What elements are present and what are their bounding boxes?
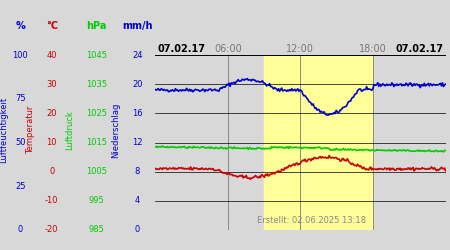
Text: 1035: 1035 bbox=[86, 80, 107, 89]
Text: 30: 30 bbox=[46, 80, 57, 89]
Text: Luftdruck: Luftdruck bbox=[65, 110, 74, 150]
Text: °C: °C bbox=[46, 21, 58, 31]
Text: 0: 0 bbox=[135, 226, 140, 234]
Text: 4: 4 bbox=[135, 196, 140, 205]
Text: 07.02.17: 07.02.17 bbox=[395, 44, 443, 54]
Text: 8: 8 bbox=[135, 167, 140, 176]
Text: 10: 10 bbox=[46, 138, 57, 147]
Text: 12: 12 bbox=[132, 138, 143, 147]
Text: 1005: 1005 bbox=[86, 167, 107, 176]
Text: -10: -10 bbox=[45, 196, 58, 205]
Text: 1015: 1015 bbox=[86, 138, 107, 147]
Text: 20: 20 bbox=[46, 109, 57, 118]
Text: 985: 985 bbox=[89, 226, 105, 234]
Text: hPa: hPa bbox=[86, 21, 107, 31]
Text: Luftfeuchtigkeit: Luftfeuchtigkeit bbox=[0, 97, 8, 163]
Bar bbox=[264, 55, 373, 230]
Text: -20: -20 bbox=[45, 226, 58, 234]
Text: mm/h: mm/h bbox=[122, 21, 153, 31]
Text: Erstellt: 02.06.2025 13:18: Erstellt: 02.06.2025 13:18 bbox=[257, 216, 366, 225]
Text: Temperatur: Temperatur bbox=[26, 106, 35, 154]
Text: 50: 50 bbox=[15, 138, 26, 147]
Text: 0: 0 bbox=[49, 167, 54, 176]
Text: 25: 25 bbox=[15, 182, 26, 191]
Text: 16: 16 bbox=[132, 109, 143, 118]
Text: 100: 100 bbox=[13, 50, 28, 59]
Text: 75: 75 bbox=[15, 94, 26, 103]
Text: 1025: 1025 bbox=[86, 109, 107, 118]
Text: 40: 40 bbox=[46, 50, 57, 59]
Text: 07.02.17: 07.02.17 bbox=[158, 44, 206, 54]
Text: 1045: 1045 bbox=[86, 50, 107, 59]
Text: %: % bbox=[15, 21, 25, 31]
Text: 995: 995 bbox=[89, 196, 104, 205]
Text: 0: 0 bbox=[18, 226, 23, 234]
Text: Niederschlag: Niederschlag bbox=[112, 102, 121, 158]
Text: 24: 24 bbox=[132, 50, 143, 59]
Text: 20: 20 bbox=[132, 80, 143, 89]
